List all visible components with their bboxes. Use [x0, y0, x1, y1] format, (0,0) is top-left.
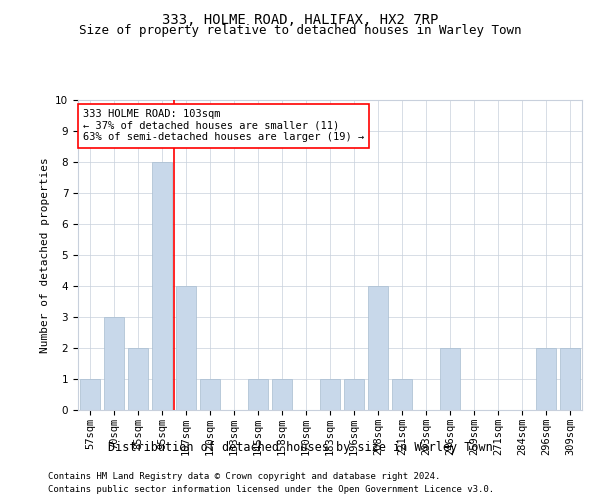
Text: 333, HOLME ROAD, HALIFAX, HX2 7RP: 333, HOLME ROAD, HALIFAX, HX2 7RP	[162, 12, 438, 26]
Text: Contains HM Land Registry data © Crown copyright and database right 2024.: Contains HM Land Registry data © Crown c…	[48, 472, 440, 481]
Bar	[440, 348, 460, 410]
Bar	[176, 286, 196, 410]
Bar	[80, 379, 100, 410]
Bar	[320, 379, 340, 410]
Bar	[248, 379, 268, 410]
Text: Contains public sector information licensed under the Open Government Licence v3: Contains public sector information licen…	[48, 485, 494, 494]
Bar	[368, 286, 388, 410]
Bar	[560, 348, 580, 410]
Bar	[152, 162, 172, 410]
Bar	[344, 379, 364, 410]
Text: Size of property relative to detached houses in Warley Town: Size of property relative to detached ho…	[79, 24, 521, 37]
Bar	[128, 348, 148, 410]
Text: 333 HOLME ROAD: 103sqm
← 37% of detached houses are smaller (11)
63% of semi-det: 333 HOLME ROAD: 103sqm ← 37% of detached…	[83, 110, 364, 142]
Text: Distribution of detached houses by size in Warley Town: Distribution of detached houses by size …	[107, 441, 493, 454]
Bar	[104, 317, 124, 410]
Y-axis label: Number of detached properties: Number of detached properties	[40, 157, 50, 353]
Bar	[536, 348, 556, 410]
Bar	[392, 379, 412, 410]
Bar	[272, 379, 292, 410]
Bar	[200, 379, 220, 410]
